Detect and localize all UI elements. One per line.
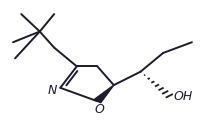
Polygon shape [94, 85, 113, 103]
Text: N: N [47, 84, 56, 97]
Text: O: O [94, 103, 104, 116]
Text: OH: OH [172, 90, 191, 103]
